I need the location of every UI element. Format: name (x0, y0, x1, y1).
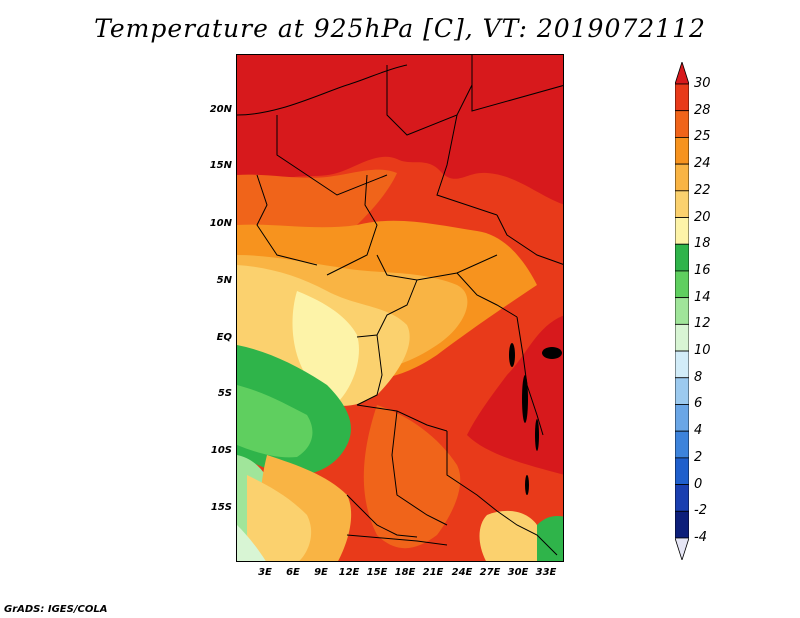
lon-tick: 15E (366, 567, 388, 578)
colorbar (675, 62, 689, 560)
lon-tick: 27E (479, 567, 501, 578)
lon-tick: 21E (422, 567, 444, 578)
field-12-corner (237, 525, 266, 561)
colorbar-segment (675, 137, 689, 165)
colorbar-segment (675, 83, 689, 112)
lat-tick: 5S (217, 388, 232, 399)
colorbar-tick-label: 14 (694, 289, 711, 305)
colorbar-segment (675, 243, 689, 272)
colorbar-segment (675, 510, 689, 539)
colorbar-segment (675, 217, 689, 245)
colorbar-segment (675, 404, 689, 432)
colorbar-bottom-arrow (675, 537, 689, 560)
colorbar-tick-label: 18 (694, 236, 711, 252)
lon-tick: 30E (507, 567, 529, 578)
colorbar-segment (675, 377, 689, 405)
field-20-south (247, 475, 312, 561)
colorbar-tick-label: 6 (694, 396, 703, 412)
colorbar-segment (675, 190, 689, 218)
colorbar-tick-label: 28 (694, 102, 711, 118)
colorbar-tick-label: 2 (694, 449, 703, 465)
field-25-south (363, 405, 461, 549)
colorbar-tick-label: 25 (694, 129, 711, 145)
field-20-southeast (479, 510, 537, 561)
lat-tick: 10S (210, 445, 232, 456)
colorbar-tick-label: 16 (694, 262, 711, 278)
colorbar-tick-label: 10 (694, 343, 711, 359)
colorbar-tick-label: 24 (694, 156, 711, 172)
lon-tick: 18E (394, 567, 416, 578)
colorbar-tick-label: -2 (694, 503, 707, 519)
colorbar-tick-label: 20 (694, 209, 711, 225)
colorbar-tick-label: 8 (694, 369, 703, 385)
field-14-southwest (237, 385, 313, 458)
lon-tick: 12E (338, 567, 360, 578)
lat-tick: 20N (209, 104, 232, 115)
field-16-southeast (537, 516, 563, 561)
colorbar-segment (675, 110, 689, 138)
lat-tick: EQ (216, 332, 232, 343)
colorbar-tick-label: -4 (694, 530, 707, 545)
field-30-north (237, 55, 563, 205)
temperature-map (236, 54, 564, 562)
colorbar-segment (675, 350, 689, 379)
map-title: Temperature at 925hPa [C], VT: 201907211… (94, 14, 706, 43)
colorbar-segment (675, 323, 689, 352)
colorbar-tick-label: 30 (694, 76, 711, 91)
colorbar-tick-label: 22 (694, 182, 711, 198)
colorbar-tick-label: 12 (694, 316, 711, 332)
colorbar-top-arrow (675, 62, 689, 85)
colorbar-segment (675, 457, 689, 485)
lon-tick: 9E (314, 567, 328, 578)
lon-tick: 3E (258, 567, 272, 578)
colorbar-segment (675, 430, 689, 459)
lat-tick: 15N (209, 160, 232, 171)
credit-text: GrADS: IGES/COLA (4, 604, 108, 615)
colorbar-segment (675, 270, 689, 299)
colorbar-segment (675, 163, 689, 192)
lon-tick: 24E (451, 567, 473, 578)
colorbar-tick-label: 0 (694, 476, 703, 492)
colorbar-tick-label: 4 (694, 423, 703, 439)
lon-tick: 6E (286, 567, 300, 578)
lat-tick: 5N (216, 275, 232, 286)
colorbar-segment (675, 484, 689, 512)
lon-tick: 33E (535, 567, 557, 578)
field-30-east (467, 315, 563, 475)
colorbar-segment (675, 297, 689, 325)
lat-tick: 10N (209, 218, 232, 229)
lat-tick: 15S (210, 502, 232, 513)
lakes (509, 343, 562, 495)
